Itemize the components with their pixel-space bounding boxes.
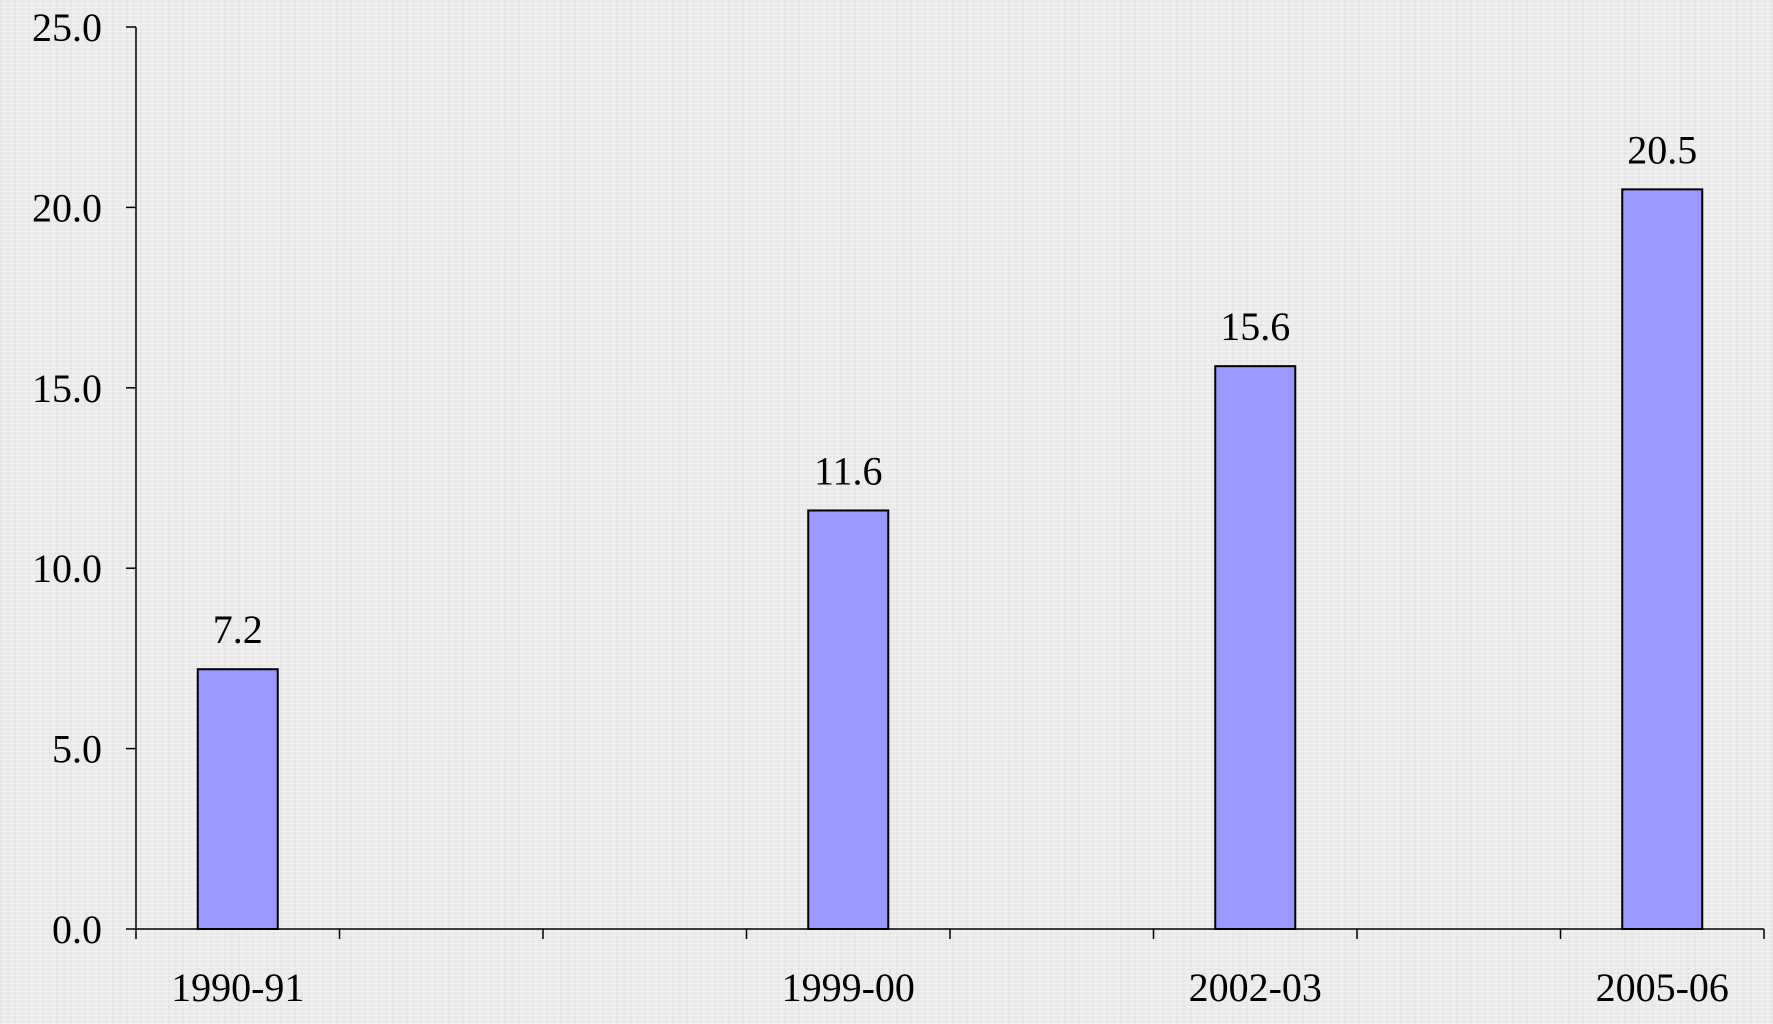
bar-value-label: 15.6 bbox=[1220, 304, 1290, 349]
bar-value-label: 7.2 bbox=[213, 607, 263, 652]
x-category-label: 1990-91 bbox=[171, 965, 304, 1010]
y-tick-label: 25.0 bbox=[32, 5, 102, 50]
y-tick-label: 20.0 bbox=[32, 185, 102, 230]
data-labels: 7.2 11.6 15.6 20.5 bbox=[213, 127, 1698, 652]
bar bbox=[196, 668, 279, 930]
bar bbox=[1214, 365, 1297, 931]
x-axis: 1990-91 1999-00 2002-03 2005-06 bbox=[135, 928, 1765, 1010]
bar-value-label: 20.5 bbox=[1627, 127, 1697, 172]
y-tick-label: 5.0 bbox=[52, 727, 102, 772]
y-tick-label: 15.0 bbox=[32, 366, 102, 411]
y-tick-label: 10.0 bbox=[32, 546, 102, 591]
bar-value-label: 11.6 bbox=[814, 448, 883, 493]
y-axis: 0.0 5.0 10.0 15.0 20.0 25.0 bbox=[32, 5, 137, 952]
x-category-label: 2005-06 bbox=[1596, 965, 1729, 1010]
y-tick-label: 0.0 bbox=[52, 907, 102, 952]
bars bbox=[196, 188, 1704, 931]
bar bbox=[807, 509, 890, 930]
x-category-label: 2002-03 bbox=[1189, 965, 1322, 1010]
x-category-label: 1999-00 bbox=[782, 965, 915, 1010]
bar bbox=[1621, 188, 1704, 931]
